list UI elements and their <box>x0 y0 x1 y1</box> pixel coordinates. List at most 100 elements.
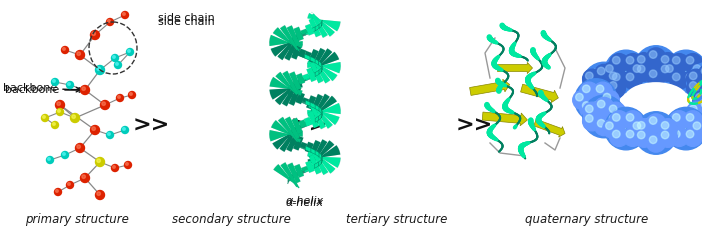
Circle shape <box>92 32 95 35</box>
Polygon shape <box>288 134 289 141</box>
Circle shape <box>607 102 625 121</box>
Circle shape <box>687 114 694 121</box>
Circle shape <box>604 50 647 93</box>
Circle shape <box>626 130 634 138</box>
Circle shape <box>665 107 702 150</box>
Circle shape <box>573 90 592 110</box>
Polygon shape <box>300 123 305 129</box>
Circle shape <box>612 73 620 81</box>
Circle shape <box>603 93 611 101</box>
Circle shape <box>606 65 614 72</box>
Circle shape <box>609 72 617 80</box>
Circle shape <box>77 52 81 55</box>
Polygon shape <box>305 54 310 61</box>
Text: backbone: backbone <box>5 85 84 95</box>
Polygon shape <box>521 84 558 103</box>
Circle shape <box>630 62 649 81</box>
Circle shape <box>597 86 605 94</box>
Circle shape <box>606 122 614 130</box>
Circle shape <box>689 82 697 89</box>
Circle shape <box>701 85 702 102</box>
Circle shape <box>67 82 74 89</box>
Circle shape <box>693 102 702 119</box>
Circle shape <box>128 92 135 99</box>
Circle shape <box>663 62 682 81</box>
Polygon shape <box>319 61 322 67</box>
Circle shape <box>689 115 697 122</box>
Circle shape <box>585 72 593 80</box>
Circle shape <box>683 70 702 89</box>
Circle shape <box>130 93 133 95</box>
Polygon shape <box>291 36 295 42</box>
Circle shape <box>112 55 119 62</box>
Polygon shape <box>288 86 289 93</box>
Polygon shape <box>291 173 295 180</box>
Polygon shape <box>319 22 322 28</box>
Circle shape <box>665 50 702 93</box>
Circle shape <box>695 79 702 121</box>
Polygon shape <box>315 24 319 31</box>
Circle shape <box>658 119 677 138</box>
Circle shape <box>583 95 625 138</box>
Circle shape <box>583 79 602 98</box>
Polygon shape <box>310 164 314 170</box>
Circle shape <box>580 99 599 118</box>
Circle shape <box>593 82 612 101</box>
Text: side chain: side chain <box>158 17 215 27</box>
Circle shape <box>76 51 84 59</box>
Circle shape <box>690 62 702 81</box>
Circle shape <box>609 70 628 89</box>
Circle shape <box>53 123 55 125</box>
Circle shape <box>576 93 583 101</box>
Circle shape <box>687 130 694 138</box>
Circle shape <box>102 102 105 106</box>
Circle shape <box>126 163 128 165</box>
Circle shape <box>67 182 70 185</box>
Circle shape <box>687 56 694 64</box>
Circle shape <box>67 82 70 85</box>
Circle shape <box>698 84 702 103</box>
Polygon shape <box>300 31 305 38</box>
Circle shape <box>595 84 614 103</box>
Polygon shape <box>498 62 533 74</box>
Polygon shape <box>305 166 310 173</box>
Circle shape <box>670 127 689 146</box>
Polygon shape <box>315 150 319 157</box>
Circle shape <box>607 112 625 131</box>
Circle shape <box>117 95 124 102</box>
Polygon shape <box>289 137 291 143</box>
Circle shape <box>671 114 688 131</box>
Circle shape <box>91 31 100 40</box>
Circle shape <box>100 100 110 110</box>
Polygon shape <box>291 127 295 134</box>
Text: >>: >> <box>455 116 493 136</box>
Circle shape <box>62 153 65 155</box>
Circle shape <box>693 122 701 130</box>
Polygon shape <box>288 89 289 95</box>
Circle shape <box>67 182 74 188</box>
Polygon shape <box>291 139 295 145</box>
Circle shape <box>585 82 593 89</box>
Circle shape <box>671 57 688 74</box>
Polygon shape <box>291 93 295 99</box>
Circle shape <box>595 117 614 136</box>
Circle shape <box>114 62 121 69</box>
Circle shape <box>116 62 119 65</box>
Circle shape <box>661 65 669 73</box>
Circle shape <box>673 130 680 138</box>
Circle shape <box>57 102 60 106</box>
Polygon shape <box>310 118 315 125</box>
Circle shape <box>670 54 689 73</box>
Circle shape <box>575 79 617 121</box>
Polygon shape <box>315 105 319 111</box>
Circle shape <box>658 53 677 72</box>
Circle shape <box>637 55 645 63</box>
Circle shape <box>112 166 115 168</box>
Circle shape <box>630 119 649 138</box>
Polygon shape <box>315 70 319 76</box>
Circle shape <box>687 69 702 88</box>
Circle shape <box>647 48 665 67</box>
Circle shape <box>112 55 115 58</box>
Circle shape <box>580 82 599 101</box>
Polygon shape <box>470 79 510 95</box>
